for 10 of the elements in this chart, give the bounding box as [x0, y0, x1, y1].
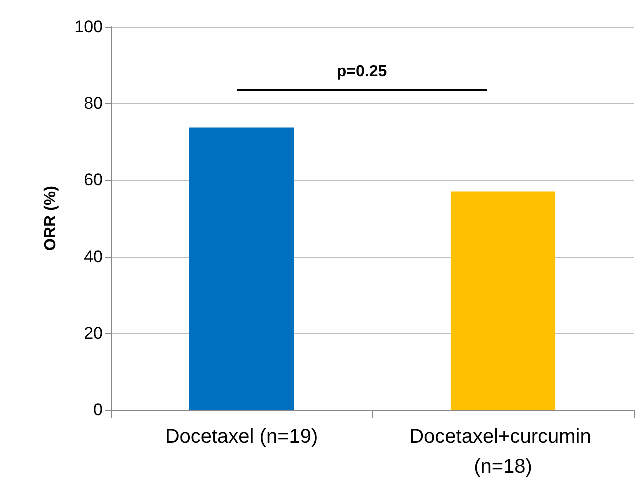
y-tick-label: 20: [84, 324, 103, 343]
x-tick-label: Docetaxel (n=19): [165, 426, 318, 448]
y-axis-title: ORR (%): [42, 186, 60, 251]
x-tick-label: Docetaxel+curcumin (n=18): [410, 426, 597, 478]
y-tick-label: 80: [84, 94, 103, 114]
y-tick-label: 100: [74, 18, 103, 36]
y-tick-label: 0: [94, 400, 103, 420]
y-tick-label: 60: [84, 170, 103, 190]
annotation: p=0.25: [336, 64, 388, 80]
y-tick-label: 40: [84, 247, 103, 266]
